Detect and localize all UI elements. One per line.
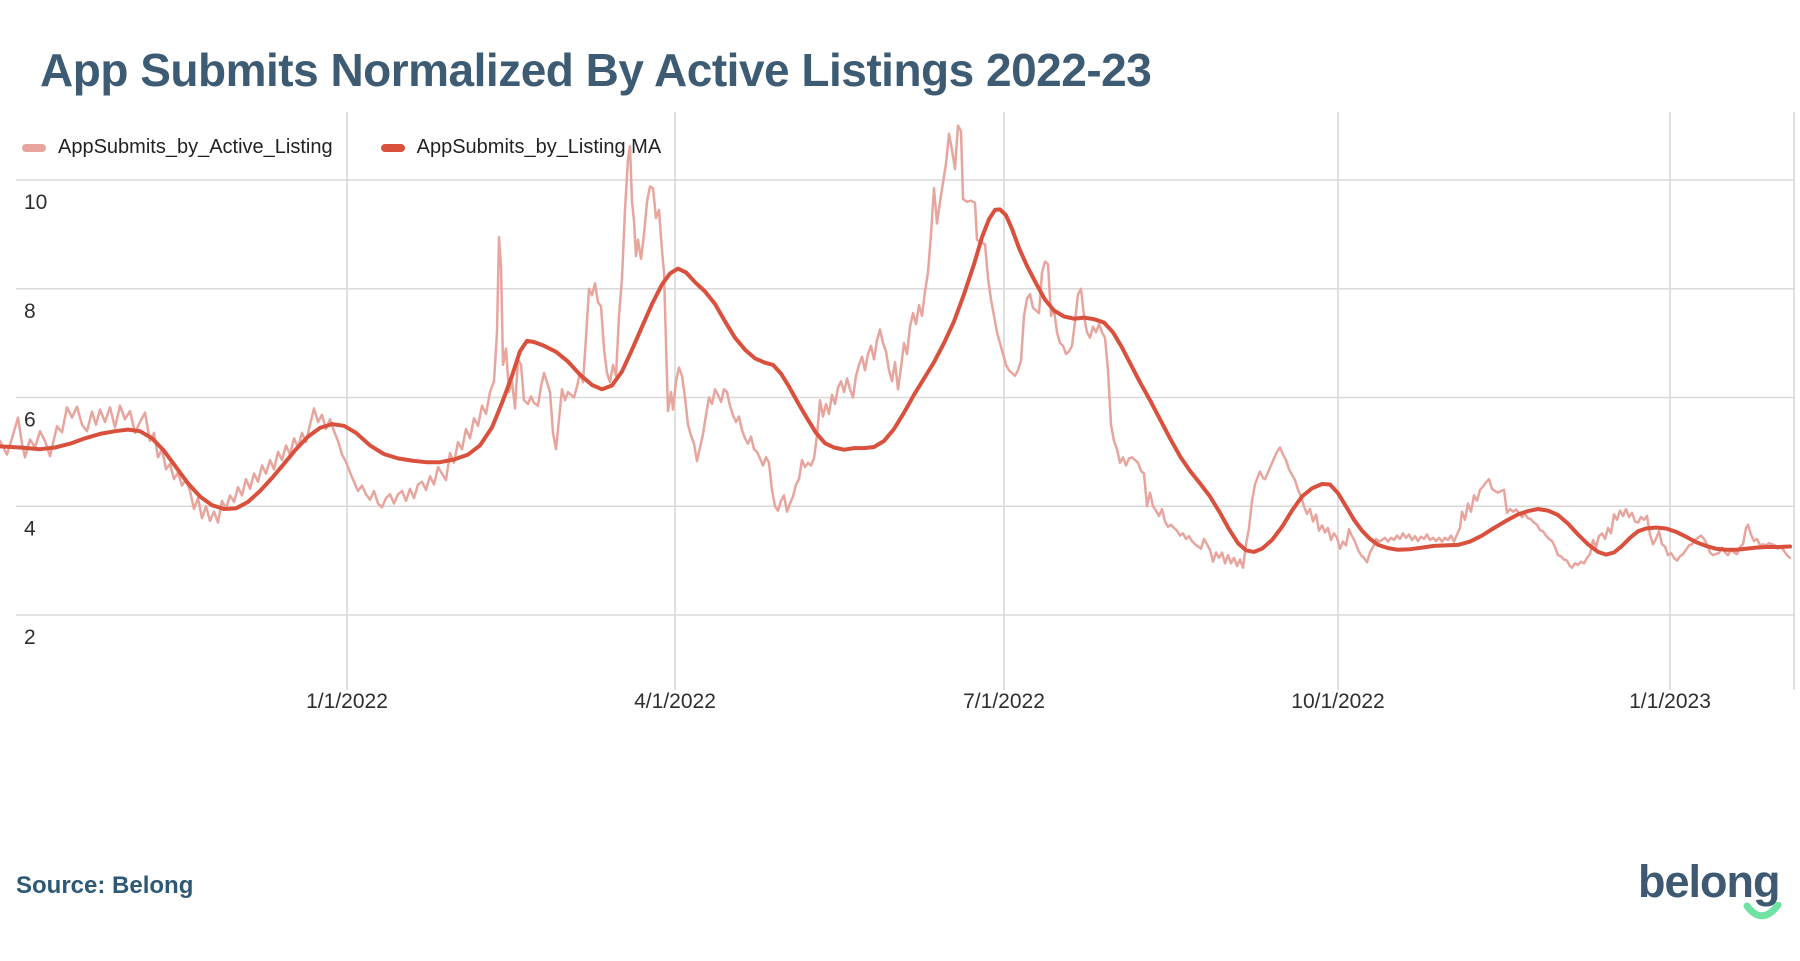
legend-swatch-ma-icon [380, 143, 405, 152]
y-tick-label: 4 [24, 517, 36, 540]
chart-legend: AppSubmits_by_Active_Listing AppSubmits_… [22, 136, 661, 159]
belong-logo-text: belong [1638, 856, 1780, 907]
page-title: App Submits Normalized By Active Listing… [40, 43, 1152, 96]
series-line-appsubmits-by-active-listing [0, 124, 1792, 569]
x-tick-label: 7/1/2022 [963, 690, 1045, 713]
belong-logo: belong [1638, 856, 1798, 926]
y-tick-label: 2 [24, 626, 36, 649]
x-tick-label: 1/1/2023 [1629, 690, 1711, 713]
series-line-appsubmits-by-listing-ma [0, 207, 1792, 557]
y-tick-label: 8 [24, 300, 36, 323]
legend-item-raw: AppSubmits_by_Active_Listing [22, 136, 333, 159]
legend-label-ma: AppSubmits_by_Listing MA [416, 136, 662, 158]
source-note: Source: Belong [16, 872, 194, 899]
y-tick-label: 10 [24, 191, 47, 214]
legend-item-ma: AppSubmits_by_Listing MA [380, 136, 662, 159]
x-tick-label: 10/1/2022 [1291, 690, 1384, 713]
y-tick-label: 6 [24, 409, 36, 432]
x-tick-label: 1/1/2022 [306, 690, 388, 713]
x-tick-label: 4/1/2022 [634, 690, 716, 713]
legend-swatch-raw-icon [22, 143, 46, 152]
belong-smile-icon [1743, 902, 1782, 920]
legend-label-raw: AppSubmits_by_Active_Listing [58, 136, 333, 158]
